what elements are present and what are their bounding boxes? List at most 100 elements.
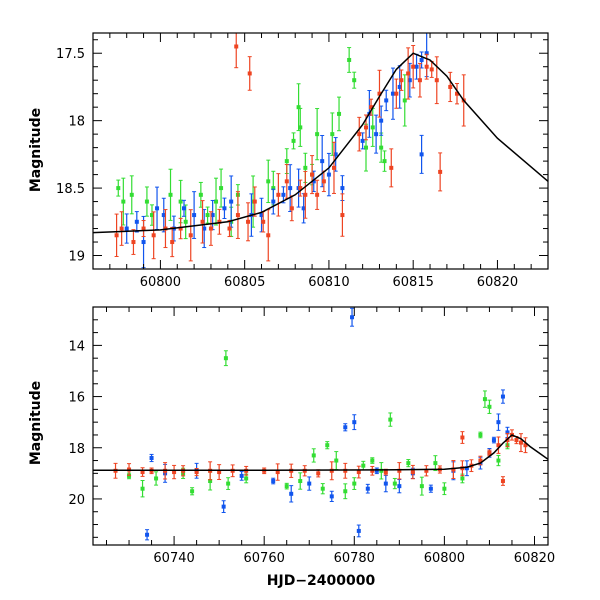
bottom-data-point-blue: [350, 315, 355, 320]
top-data-point-red: [417, 78, 422, 83]
top-series-red: [114, 33, 466, 262]
top-data-point-red: [178, 226, 183, 231]
top-data-point-red: [369, 105, 374, 110]
bottom-data-point-green: [311, 453, 316, 458]
bottom-data-point-green: [406, 461, 411, 466]
bottom-data-point-red: [172, 470, 177, 475]
top-data-point-blue: [320, 159, 325, 164]
bottom-data-point-red: [518, 440, 523, 445]
top-data-point-blue: [222, 206, 227, 211]
top-data-point-red: [276, 192, 281, 197]
bottom-data-point-green: [478, 432, 483, 437]
bottom-data-point-red: [275, 470, 280, 475]
bottom-data-point-green: [370, 458, 375, 463]
top-data-point-red: [394, 91, 399, 96]
top-data-point-blue: [288, 186, 293, 191]
bottom-data-point-green: [487, 404, 492, 409]
bottom-data-point-blue: [239, 473, 244, 478]
bottom-data-point-red: [383, 470, 388, 475]
bottom-data-point-red: [316, 471, 321, 476]
top-data-point-blue: [424, 51, 429, 56]
bottom-data-point-green: [284, 484, 289, 489]
top-x-tick-label: 60805: [224, 275, 265, 290]
top-data-point-red: [438, 169, 443, 174]
top-data-point-red: [131, 240, 136, 245]
bottom-series-blue: [145, 307, 510, 541]
top-data-point-red: [434, 78, 439, 83]
bottom-data-point-red: [397, 468, 402, 473]
bottom-y-tick-label: 16: [68, 391, 85, 406]
top-plot-area: [93, 33, 548, 269]
top-data-point-red: [289, 206, 294, 211]
bottom-data-point-blue: [145, 532, 150, 537]
top-data-point-blue: [202, 226, 207, 231]
bottom-data-point-green: [361, 463, 366, 468]
bottom-x-tick-label: 60800: [424, 551, 465, 566]
bottom-x-tick-label: 60780: [334, 551, 375, 566]
top-data-point-red: [298, 186, 303, 191]
top-data-point-green: [121, 199, 126, 204]
top-data-point-red: [429, 67, 434, 72]
top-data-point-red: [331, 165, 336, 170]
bottom-data-point-red: [514, 438, 519, 443]
bottom-data-point-green: [140, 486, 145, 491]
top-y-tick-label: 19: [68, 250, 85, 265]
top-data-point-blue: [192, 213, 197, 218]
bottom-model-curve: [93, 434, 548, 472]
bottom-data-point-green: [190, 489, 195, 494]
bottom-data-point-red: [370, 468, 375, 473]
top-data-point-green: [271, 186, 276, 191]
bottom-data-point-red: [487, 450, 492, 455]
top-data-point-blue: [259, 213, 264, 218]
bottom-data-point-green: [298, 479, 303, 484]
bottom-data-point-blue: [374, 468, 379, 473]
top-data-point-red: [227, 226, 232, 231]
bottom-data-point-blue: [428, 486, 433, 491]
top-data-point-red: [377, 91, 382, 96]
top-data-point-red: [208, 226, 213, 231]
top-plot-frame: [92, 32, 549, 270]
x-axis-label: HJD−2400000: [267, 573, 376, 589]
bottom-data-point-blue: [329, 494, 334, 499]
bottom-data-point-green: [343, 489, 348, 494]
top-data-point-blue: [360, 138, 365, 143]
top-data-point-red: [247, 71, 252, 76]
bottom-data-point-red: [460, 435, 465, 440]
top-data-point-red: [235, 213, 240, 218]
top-data-point-green: [116, 186, 121, 191]
top-data-point-green: [370, 125, 375, 130]
top-data-point-red: [114, 233, 119, 238]
top-data-point-red: [188, 233, 193, 238]
top-data-point-green: [382, 159, 387, 164]
top-x-tick-label: 60820: [477, 275, 518, 290]
bottom-data-point-red: [496, 443, 501, 448]
top-data-point-blue: [374, 132, 379, 137]
bottom-data-point-green: [320, 486, 325, 491]
top-data-point-red: [266, 233, 271, 238]
top-data-point-blue: [311, 179, 316, 184]
top-data-point-red: [315, 192, 320, 197]
top-data-point-red: [364, 125, 368, 130]
bottom-data-point-red: [478, 458, 483, 463]
top-model-curve: [93, 52, 548, 234]
top-data-point-blue: [340, 186, 345, 191]
top-data-point-blue: [161, 213, 166, 218]
bottom-data-point-blue: [496, 420, 501, 425]
top-data-point-green: [296, 105, 301, 110]
top-data-point-green: [352, 78, 357, 83]
bottom-data-point-red: [410, 470, 415, 475]
bottom-data-point-green: [419, 484, 424, 489]
top-data-point-red: [284, 179, 289, 184]
top-data-point-green: [315, 132, 320, 137]
top-data-point-red: [170, 240, 175, 245]
top-data-point-green: [364, 145, 368, 150]
top-panel: 60800 60805 60810 60815 60820 17.5 18 18.5 19: [56, 32, 549, 290]
bottom-data-point-green: [388, 417, 393, 422]
bottom-data-point-red: [140, 470, 145, 475]
bottom-x-tick-label: 60820: [514, 551, 555, 566]
top-y-tick-label: 17.5: [56, 47, 85, 62]
top-data-point-green: [402, 98, 407, 103]
bottom-plot-frame: [92, 306, 549, 546]
bottom-data-point-red: [217, 470, 222, 475]
top-data-point-green: [303, 165, 308, 170]
